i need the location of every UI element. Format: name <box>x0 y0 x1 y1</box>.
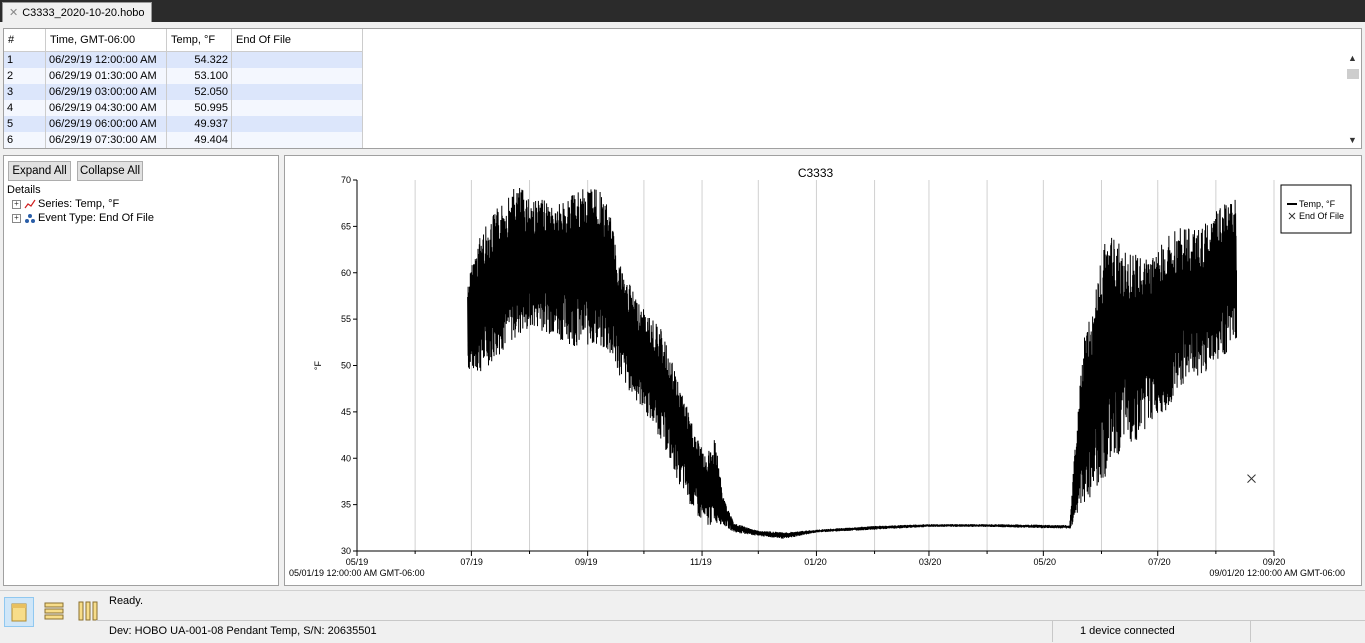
file-tab-label: C3333_2020-10-20.hobo <box>22 6 145 19</box>
x-tick-label: 11/19 <box>690 557 712 567</box>
cell-temp: 53.100 <box>166 68 232 84</box>
status-line <box>96 620 1365 643</box>
scrollbar-thumb[interactable] <box>1347 69 1359 79</box>
x-tick-label: 07/20 <box>1148 557 1171 567</box>
table-view-icon[interactable] <box>40 597 70 627</box>
y-tick-label: 45 <box>341 407 351 417</box>
x-tick-label: 05/20 <box>1033 557 1056 567</box>
tree-item-event-type[interactable]: + Event Type: End Of File <box>12 212 154 224</box>
cell-end-of-file <box>231 132 363 148</box>
scroll-down-icon[interactable]: ▼ <box>1348 135 1357 145</box>
file-tab[interactable]: ✕ C3333_2020-10-20.hobo <box>2 2 152 22</box>
x-tick-label: 05/19 <box>346 557 369 567</box>
cell-index: 5 <box>4 116 46 132</box>
status-bar: Ready. <box>0 590 1365 643</box>
y-axis-label: °F <box>313 360 323 370</box>
series-line-temp <box>467 187 1237 539</box>
y-tick-label: 50 <box>341 361 351 371</box>
tree-item-event-label: Event Type: End Of File <box>38 212 154 224</box>
table-row[interactable]: 2 06/29/19 01:30:00 AM 53.100 <box>4 68 363 84</box>
cell-temp: 49.404 <box>166 132 232 148</box>
y-tick-label: 60 <box>341 268 351 278</box>
legend-box <box>1280 184 1352 234</box>
cell-end-of-file <box>231 100 363 116</box>
columns-view-icon[interactable] <box>74 597 104 627</box>
table-row[interactable]: 5 06/29/19 06:00:00 AM 49.937 <box>4 116 363 132</box>
column-header-temp[interactable]: Temp, °F <box>166 29 232 52</box>
table-row[interactable]: 4 06/29/19 04:30:00 AM 50.995 <box>4 100 363 116</box>
y-tick-label: 65 <box>341 221 351 231</box>
cell-index: 1 <box>4 51 46 68</box>
data-table-panel: # Time, GMT-06:00 Temp, °F End Of File 1… <box>3 28 1362 149</box>
cell-temp: 54.322 <box>166 51 232 68</box>
table-row[interactable]: 3 06/29/19 03:00:00 AM 52.050 <box>4 84 363 100</box>
details-tree-root: Details <box>7 184 41 196</box>
expand-all-button[interactable]: Expand All <box>8 161 71 181</box>
scroll-up-icon[interactable]: ▲ <box>1348 53 1357 63</box>
expand-icon[interactable]: + <box>12 213 21 223</box>
chart-title: C3333 <box>798 166 834 180</box>
cell-end-of-file <box>231 51 363 68</box>
table-row[interactable]: 6 06/29/19 07:30:00 AM 49.404 <box>4 132 363 148</box>
status-divider <box>1250 620 1251 642</box>
y-tick-label: 55 <box>341 314 351 324</box>
details-panel: Expand All Collapse All Details + Series… <box>3 155 279 586</box>
x-tick-label: 07/19 <box>460 557 483 567</box>
chart-panel: 30 35 40 45 50 55 60 65 70 05/19 07/19 09/19 11/19 01… <box>284 155 1362 586</box>
cell-time: 06/29/19 12:00:00 AM <box>45 51 167 68</box>
cell-index: 3 <box>4 84 46 100</box>
column-header-time[interactable]: Time, GMT-06:00 <box>45 29 167 52</box>
cell-index: 6 <box>4 132 46 148</box>
legend-label-end-of-file: End Of File <box>1299 211 1344 221</box>
cell-time: 06/29/19 06:00:00 AM <box>45 116 167 132</box>
x-end-label: 09/01/20 12:00:00 AM GMT-06:00 <box>1209 568 1345 578</box>
cell-end-of-file <box>231 84 363 100</box>
y-tick-label: 70 <box>341 175 351 185</box>
x-start-label: 05/01/19 12:00:00 AM GMT-06:00 <box>289 568 425 578</box>
close-icon[interactable]: ✕ <box>9 7 19 19</box>
cell-time: 06/29/19 04:30:00 AM <box>45 100 167 116</box>
event-icon <box>25 214 35 223</box>
event-marker-end-of-file <box>1247 474 1256 484</box>
status-ready-text: Ready. <box>109 595 144 607</box>
y-tick-label: 30 <box>341 546 351 556</box>
cell-temp: 50.995 <box>166 100 232 116</box>
cell-index: 4 <box>4 100 46 116</box>
cell-time: 06/29/19 07:30:00 AM <box>45 132 167 148</box>
table-row[interactable]: 1 06/29/19 12:00:00 AM 54.322 <box>4 51 363 68</box>
y-tick-label: 40 <box>341 453 351 463</box>
tree-item-series[interactable]: + Series: Temp, °F <box>12 198 119 210</box>
data-table: # Time, GMT-06:00 Temp, °F End Of File 1… <box>4 29 363 148</box>
legend-x-marker-icon <box>1288 212 1296 220</box>
cell-temp: 52.050 <box>166 84 232 100</box>
x-tick-label: 03/20 <box>919 557 942 567</box>
table-scrollbar[interactable]: ▲ ▼ <box>1346 53 1360 147</box>
cell-end-of-file <box>231 116 363 132</box>
cell-index: 2 <box>4 68 46 84</box>
device-info-text: Dev: HOBO UA-001-08 Pendant Temp, S/N: 2… <box>109 625 377 637</box>
column-header-index[interactable]: # <box>4 29 46 52</box>
y-tick-label: 35 <box>341 500 351 510</box>
cell-temp: 49.937 <box>166 116 232 132</box>
temperature-chart[interactable]: 30 35 40 45 50 55 60 65 70 05/19 07/19 09/19 11/19 01… <box>285 156 1361 585</box>
column-header-end-of-file[interactable]: End Of File <box>231 29 363 52</box>
line-series-icon <box>24 199 36 209</box>
cell-time: 06/29/19 01:30:00 AM <box>45 68 167 84</box>
expand-icon[interactable]: + <box>12 199 21 209</box>
x-tick-label: 09/20 <box>1263 557 1286 567</box>
tab-bar: ✕ C3333_2020-10-20.hobo <box>0 0 1365 22</box>
cell-time: 06/29/19 03:00:00 AM <box>45 84 167 100</box>
tree-item-series-label: Series: Temp, °F <box>38 198 120 210</box>
device-count-text: 1 device connected <box>1080 625 1175 637</box>
x-tick-label: 09/19 <box>575 557 598 567</box>
x-tick-label: 01/20 <box>804 557 827 567</box>
cell-end-of-file <box>231 68 363 84</box>
legend-label-temp: Temp, °F <box>1299 199 1336 209</box>
collapse-all-button[interactable]: Collapse All <box>77 161 143 181</box>
status-divider <box>1052 620 1053 642</box>
details-view-icon[interactable] <box>4 597 34 627</box>
